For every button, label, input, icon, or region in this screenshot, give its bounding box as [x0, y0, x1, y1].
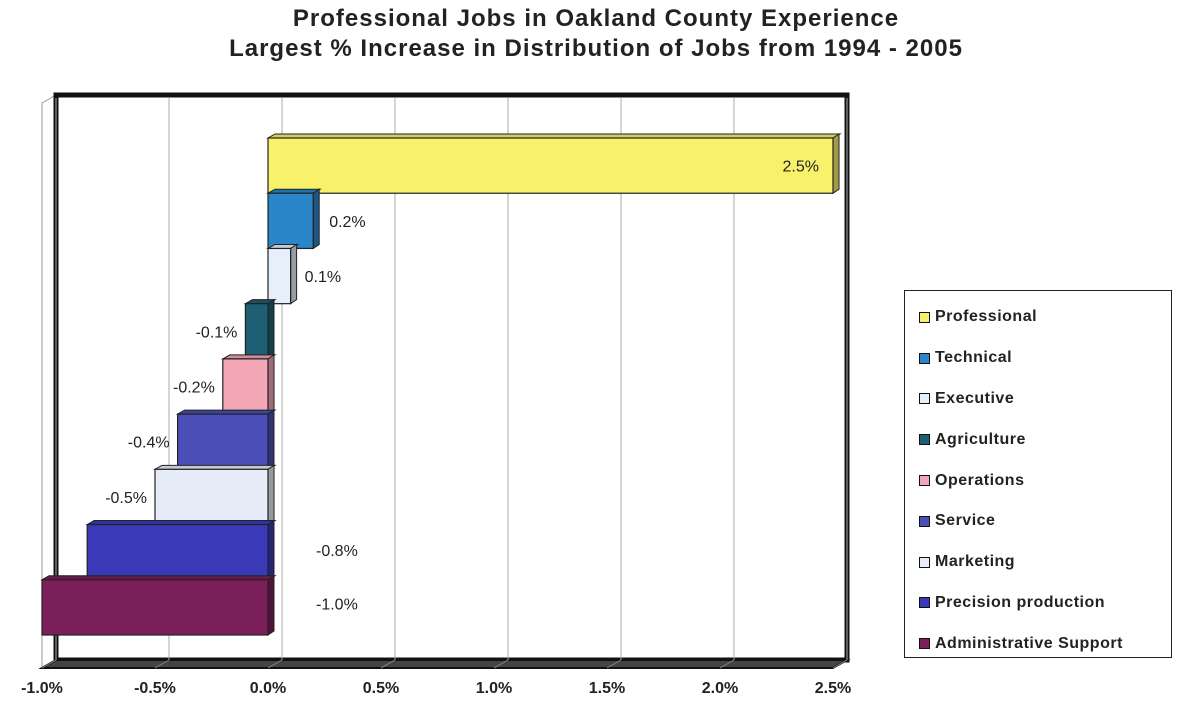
- bar-top: [220, 354, 277, 360]
- legend-label: Service: [935, 512, 996, 530]
- x-tick-label: 1.0%: [476, 680, 512, 697]
- legend-label: Technical: [935, 349, 1013, 367]
- x-tick-labels: -1.0% -0.5% 0.0% 0.5% 1.0% 1.5% 2.0% 2.5%: [21, 680, 851, 697]
- bar-technical: [266, 188, 323, 250]
- bar-side: [267, 574, 275, 636]
- legend-item: Technical: [919, 338, 1171, 379]
- x-tick-label: 0.5%: [363, 680, 399, 697]
- bar-front: [177, 413, 269, 470]
- legend-item: Precision production: [919, 583, 1171, 624]
- bar-top: [266, 188, 323, 194]
- bar-administrative-support: [40, 574, 277, 636]
- legend-item: Marketing: [919, 542, 1171, 583]
- legend-label: Operations: [935, 471, 1025, 489]
- x-tick-label: 0.0%: [250, 680, 286, 697]
- floor-gridline: [41, 659, 57, 669]
- bar-front: [41, 579, 269, 636]
- x-tick-label: 1.5%: [589, 680, 625, 697]
- bar-front: [267, 192, 314, 250]
- legend-label: Professional: [935, 308, 1038, 326]
- legend-label: Marketing: [935, 553, 1016, 571]
- value-label: -0.5%: [105, 490, 147, 507]
- legend-label: Executive: [935, 389, 1015, 407]
- bar-side: [267, 353, 275, 416]
- legend-swatch: [919, 638, 930, 650]
- bar-top: [175, 409, 277, 415]
- legend: Professional Technical Executive Agricultur…: [904, 290, 1172, 658]
- bar-marketing: [153, 464, 277, 526]
- floor-gridline: [606, 659, 622, 669]
- legend-swatch: [919, 475, 930, 487]
- bar-side: [312, 188, 320, 250]
- legend-swatch: [919, 597, 930, 609]
- bar-operations: [220, 353, 277, 416]
- x-tick-label: 2.0%: [702, 680, 738, 697]
- bar-front: [222, 358, 269, 415]
- x-tick-label: -1.0%: [21, 680, 63, 697]
- value-labels: 2.5% 0.2% 0.1% -0.1% -0.2% -0.4% -0.5% -0.8% -1.…: [105, 159, 819, 614]
- floor-gridline: [154, 659, 170, 669]
- floor-gridline: [493, 659, 509, 669]
- floor-gridline: [267, 659, 283, 669]
- legend-item: Operations: [919, 460, 1171, 501]
- legend-item: Executive: [919, 379, 1171, 420]
- bar-front: [154, 468, 269, 526]
- value-label: -0.8%: [316, 543, 358, 560]
- bar-agriculture: [243, 298, 277, 360]
- x-tick-label: 2.5%: [815, 680, 851, 697]
- legend-label: Agriculture: [935, 430, 1026, 448]
- legend-swatch: [919, 393, 930, 405]
- bar-side: [267, 519, 275, 581]
- legend-swatch: [919, 434, 930, 446]
- value-label: -0.2%: [173, 380, 215, 397]
- bar-top: [153, 464, 277, 470]
- bar-side: [290, 243, 298, 305]
- value-label: 0.1%: [305, 269, 341, 286]
- value-label: -1.0%: [316, 596, 358, 613]
- chart-title: Professional Jobs in Oakland County Expe…: [0, 4, 1192, 64]
- legend-swatch: [919, 556, 930, 568]
- bar-executive: [266, 243, 300, 305]
- legend-label: Administrative Support: [935, 634, 1123, 652]
- value-label: -0.1%: [196, 324, 238, 341]
- legend-item: Administrative Support: [919, 623, 1171, 664]
- legend-swatch: [919, 515, 930, 527]
- value-label: -0.4%: [128, 435, 170, 452]
- floor-gridline: [380, 659, 396, 669]
- bar-side: [267, 298, 275, 360]
- legend-swatch: [919, 352, 930, 364]
- bar-service: [175, 409, 277, 471]
- bars: [40, 133, 842, 636]
- bar-side: [267, 409, 275, 471]
- bar-front: [267, 137, 834, 194]
- bar-front: [244, 303, 269, 360]
- chart-title-line-1: Professional Jobs in Oakland County Expe…: [292, 5, 900, 32]
- x-tick-label: -0.5%: [134, 680, 176, 697]
- floor-gridline: [832, 659, 848, 669]
- legend-swatch: [919, 311, 930, 323]
- bar-side: [267, 464, 275, 526]
- bar-professional: [266, 133, 842, 195]
- chart-title-line-2: Largest % Increase in Distribution of Jo…: [229, 35, 963, 62]
- bar-top: [266, 133, 842, 139]
- legend-item: Agriculture: [919, 419, 1171, 460]
- floor-gridline: [719, 659, 735, 669]
- legend-item: Professional: [919, 297, 1171, 338]
- legend-label: Precision production: [935, 593, 1106, 611]
- value-label: 0.2%: [329, 214, 365, 231]
- bar-side: [832, 133, 840, 195]
- legend-item: Service: [919, 501, 1171, 542]
- value-label: 2.5%: [783, 159, 819, 176]
- bar-front: [267, 247, 292, 305]
- bar-precision-production: [85, 519, 277, 581]
- bar-front: [86, 523, 269, 581]
